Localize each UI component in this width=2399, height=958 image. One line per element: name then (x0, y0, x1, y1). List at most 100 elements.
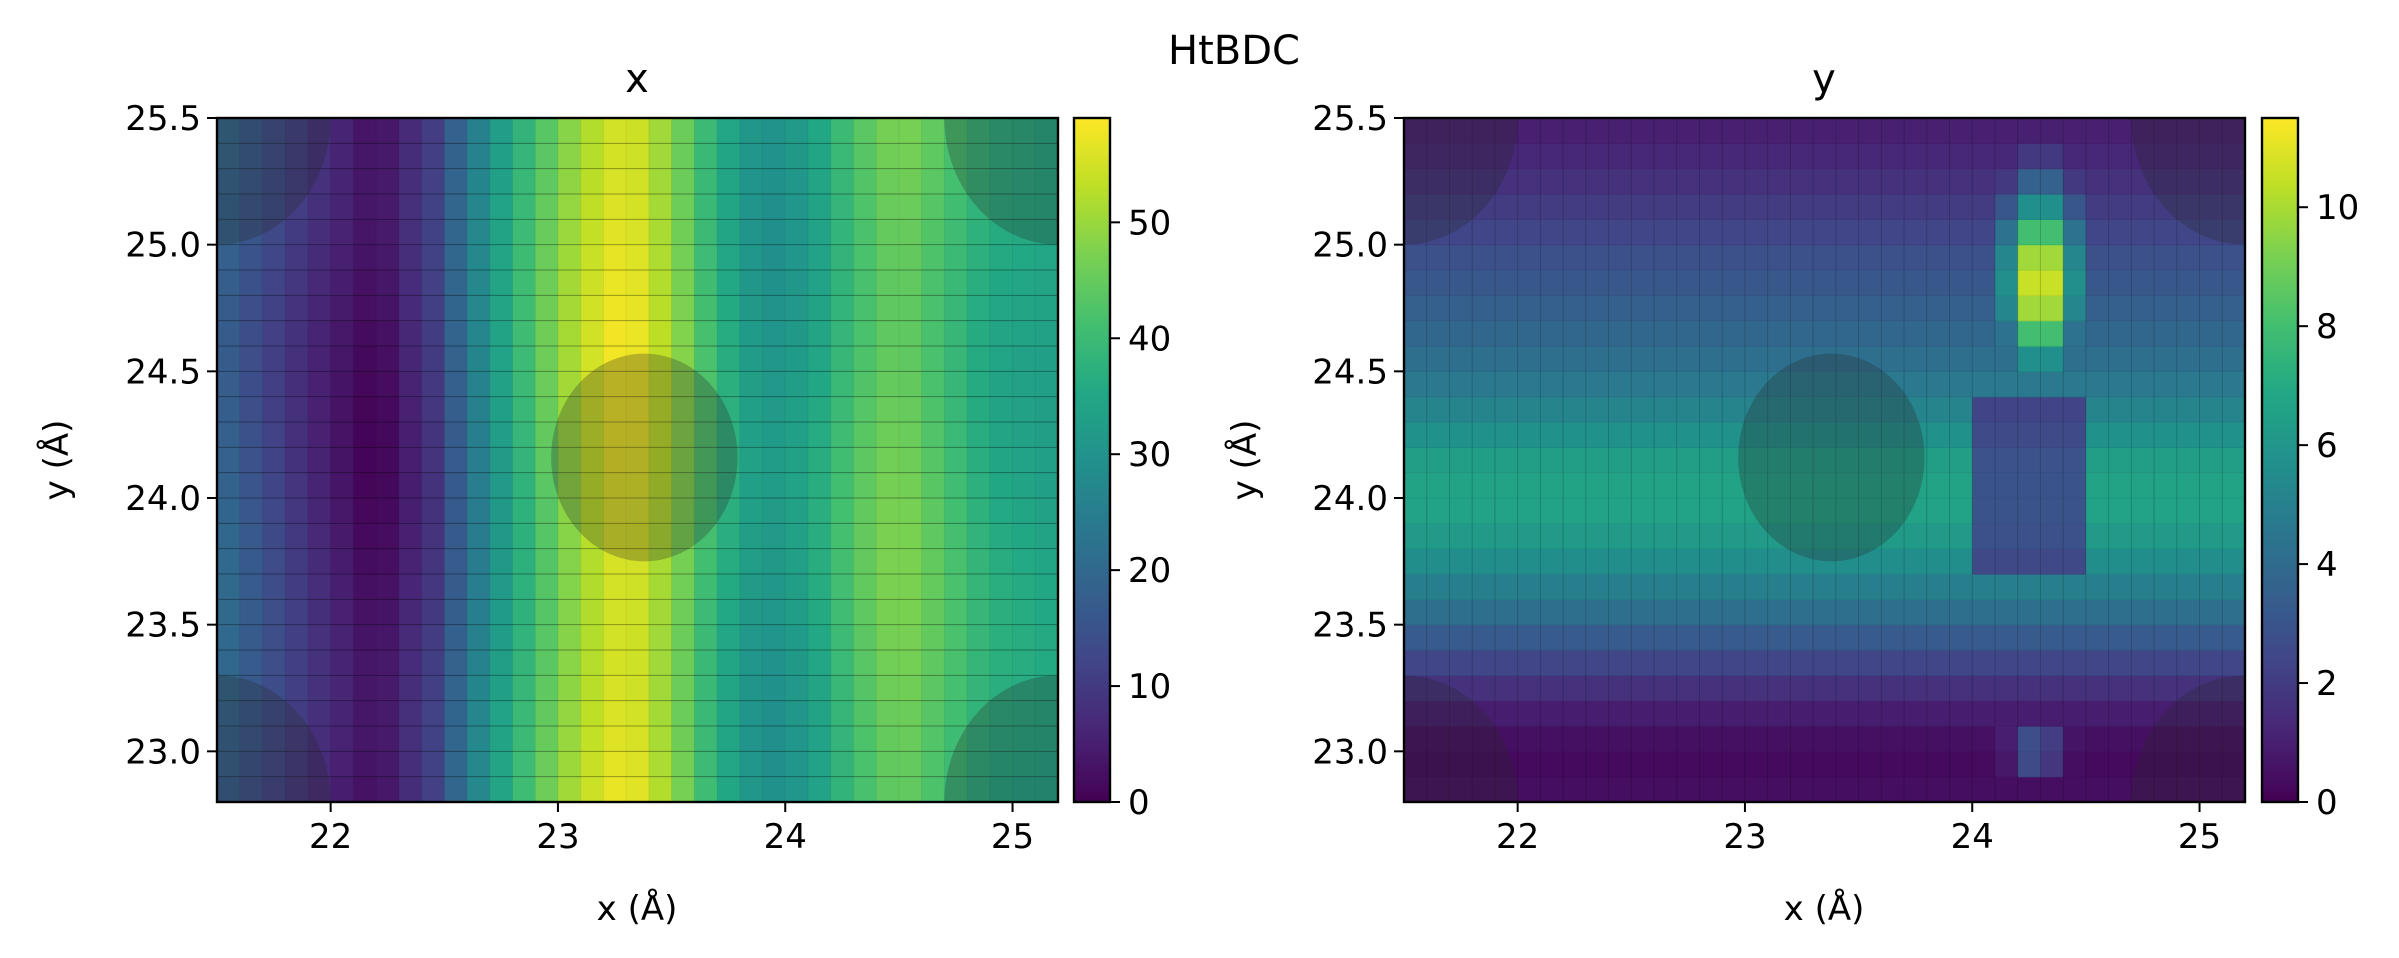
heatmap-cell (1540, 295, 1564, 322)
heatmap-cell (580, 346, 605, 372)
heatmap-cell (1631, 270, 1655, 296)
heatmap-cell (2176, 346, 2201, 372)
heatmap-cell (1563, 219, 1587, 246)
heatmap-cell (739, 498, 764, 524)
heatmap-cell (444, 650, 468, 676)
heatmap-cell (1994, 194, 2019, 220)
heatmap-cell (1744, 650, 1769, 676)
heatmap-cell (1449, 599, 1473, 626)
heatmap-cell (1404, 675, 1428, 702)
heatmap-cell (1949, 523, 1973, 550)
heatmap-cell (262, 118, 286, 144)
heatmap-cell (967, 751, 991, 778)
heatmap-cell (1563, 548, 1587, 575)
heatmap-cell (1654, 624, 1678, 651)
heatmap-cell (1494, 700, 1519, 727)
heatmap-cell (239, 523, 264, 550)
heatmap-cell (2154, 396, 2178, 423)
heatmap-cell (671, 422, 695, 448)
panel-y-xticks: 22 23 24 25 (1496, 802, 2221, 857)
heatmap-cell (807, 194, 832, 220)
heatmap-cell (2131, 675, 2155, 702)
heatmap-cell (2063, 776, 2087, 802)
heatmap-cell (262, 574, 286, 600)
heatmap-cell (421, 574, 445, 600)
heatmap-cell (1585, 143, 1610, 170)
heatmap-cell (330, 472, 354, 499)
heatmap-cell (1654, 650, 1678, 676)
heatmap-cell (2040, 447, 2064, 474)
heatmap-cell (1540, 650, 1564, 676)
heatmap-cell (2131, 320, 2155, 347)
heatmap-cell (1404, 498, 1428, 524)
heatmap-cell (1835, 270, 1860, 296)
heatmap-cell (217, 523, 241, 550)
heatmap-cell (807, 168, 832, 195)
heatmap-cell (2222, 118, 2245, 144)
heatmap-cell (2085, 219, 2110, 246)
heatmap-cell (967, 574, 991, 600)
heatmap-cell (1426, 700, 1451, 727)
heatmap-cell (967, 422, 991, 448)
heatmap-cell (967, 219, 991, 246)
heatmap-cell (330, 498, 354, 524)
heatmap-cell (717, 447, 741, 474)
heatmap-cell (1949, 548, 1973, 575)
heatmap-cell (217, 244, 241, 271)
heatmap-cell (239, 168, 264, 195)
heatmap-cell (421, 472, 445, 499)
heatmap-cell (1035, 396, 1058, 423)
heatmap-cell (1472, 168, 1496, 195)
heatmap-cell (376, 574, 400, 600)
heatmap-cell (1654, 700, 1678, 727)
heatmap-cell (2063, 346, 2087, 372)
heatmap-cell (830, 624, 855, 651)
heatmap-cell (1813, 574, 1837, 600)
heatmap-cell (262, 751, 286, 778)
heatmap-cell (603, 118, 627, 144)
heatmap-cell (1631, 194, 1655, 220)
heatmap-cell (2154, 270, 2178, 296)
heatmap-cell (217, 574, 241, 600)
atom-circle (551, 353, 738, 562)
heatmap-cell (535, 244, 559, 271)
heatmap-cell (1426, 599, 1451, 626)
heatmap-cell (1035, 422, 1058, 448)
heatmap-cell (217, 726, 241, 752)
heatmap-cell (1035, 498, 1058, 524)
heatmap-cell (648, 219, 673, 246)
heatmap-cell (2154, 472, 2178, 499)
heatmap-cell (1881, 574, 1905, 600)
heatmap-cell (1813, 143, 1837, 170)
heatmap-cell (762, 320, 786, 347)
heatmap-cell (1904, 219, 1928, 246)
heatmap-cell (1517, 574, 1541, 600)
heatmap-cell (1608, 675, 1632, 702)
heatmap-cell (421, 219, 445, 246)
heatmap-cell (217, 371, 241, 398)
heatmap-cell (2199, 396, 2223, 423)
heatmap-cell (307, 523, 332, 550)
heatmap-cell (307, 447, 332, 474)
heatmap-cell (1517, 295, 1541, 322)
heatmap-cell (398, 168, 423, 195)
heatmap-cell (1767, 320, 1792, 347)
heatmap-cell (830, 219, 855, 246)
heatmap-cell (2017, 472, 2042, 499)
heatmap-cell (1472, 751, 1496, 778)
heatmap-cell (785, 371, 809, 398)
heatmap-cell (1608, 371, 1632, 398)
heatmap-cell (2154, 118, 2178, 144)
heatmap-cell (1904, 776, 1928, 802)
heatmap-cell (2154, 624, 2178, 651)
heatmap-cell (1813, 396, 1837, 423)
heatmap-cell (489, 548, 514, 575)
heatmap-cell (830, 574, 855, 600)
heatmap-cell (648, 295, 673, 322)
heatmap-cell (967, 118, 991, 144)
heatmap-cell (535, 396, 559, 423)
heatmap-cell (671, 244, 695, 271)
heatmap-cell (353, 548, 377, 575)
heatmap-cell (1631, 118, 1655, 144)
heatmap-cell (1994, 447, 2019, 474)
